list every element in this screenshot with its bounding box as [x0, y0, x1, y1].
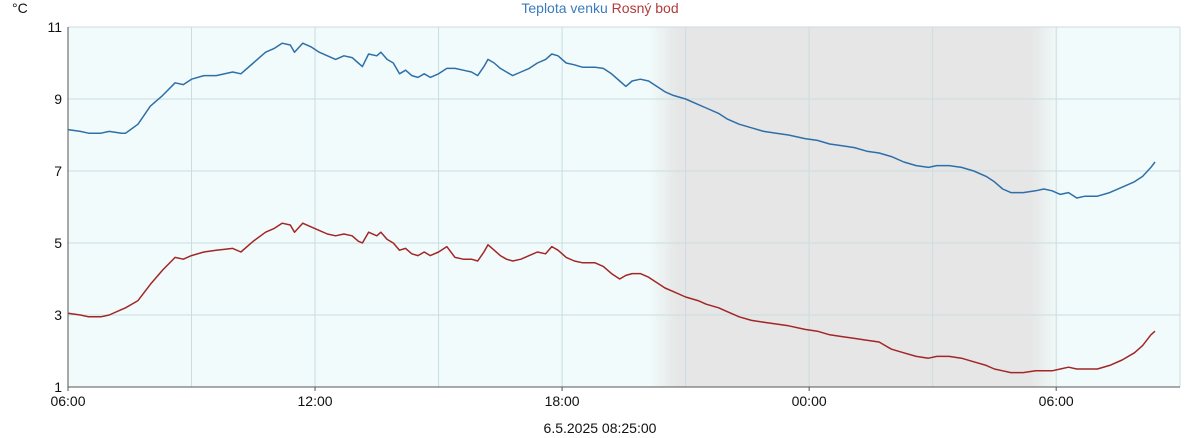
y-tick-label: 3: [54, 307, 62, 323]
dawn-shade: [1031, 27, 1061, 387]
night-shade: [677, 27, 1032, 387]
y-axis-unit: °C: [12, 0, 28, 16]
y-tick-label: 9: [54, 91, 62, 107]
legend-series-temperature: Teplota venku: [521, 0, 608, 16]
x-tick-label: 06:00: [50, 393, 85, 409]
y-tick-label: 7: [54, 163, 62, 179]
plot-background: [68, 27, 1180, 387]
dusk-shade: [648, 27, 678, 387]
axes: 1 3 5 7 9 11 06:00 12:00 18:00 00:00 06:00: [47, 19, 1180, 409]
x-tick-label: 12:00: [298, 393, 333, 409]
y-tick-label: 1: [54, 379, 62, 395]
y-tick-label: 5: [54, 235, 62, 251]
x-tick-label: 06:00: [1039, 393, 1074, 409]
series-lines: [67, 42, 1156, 374]
y-tick-label: 11: [47, 19, 62, 35]
legend-series-dewpoint: Rosný bod: [611, 0, 679, 16]
series-line-dewpoint: [67, 222, 1156, 374]
series-line-temperature: [67, 42, 1156, 199]
legend: Teplota venku Rosný bod: [0, 0, 1200, 16]
x-tick-label: 00:00: [792, 393, 827, 409]
x-tick-label: 18:00: [545, 393, 580, 409]
timestamp-label: 6.5.2025 08:25:00: [543, 420, 657, 436]
